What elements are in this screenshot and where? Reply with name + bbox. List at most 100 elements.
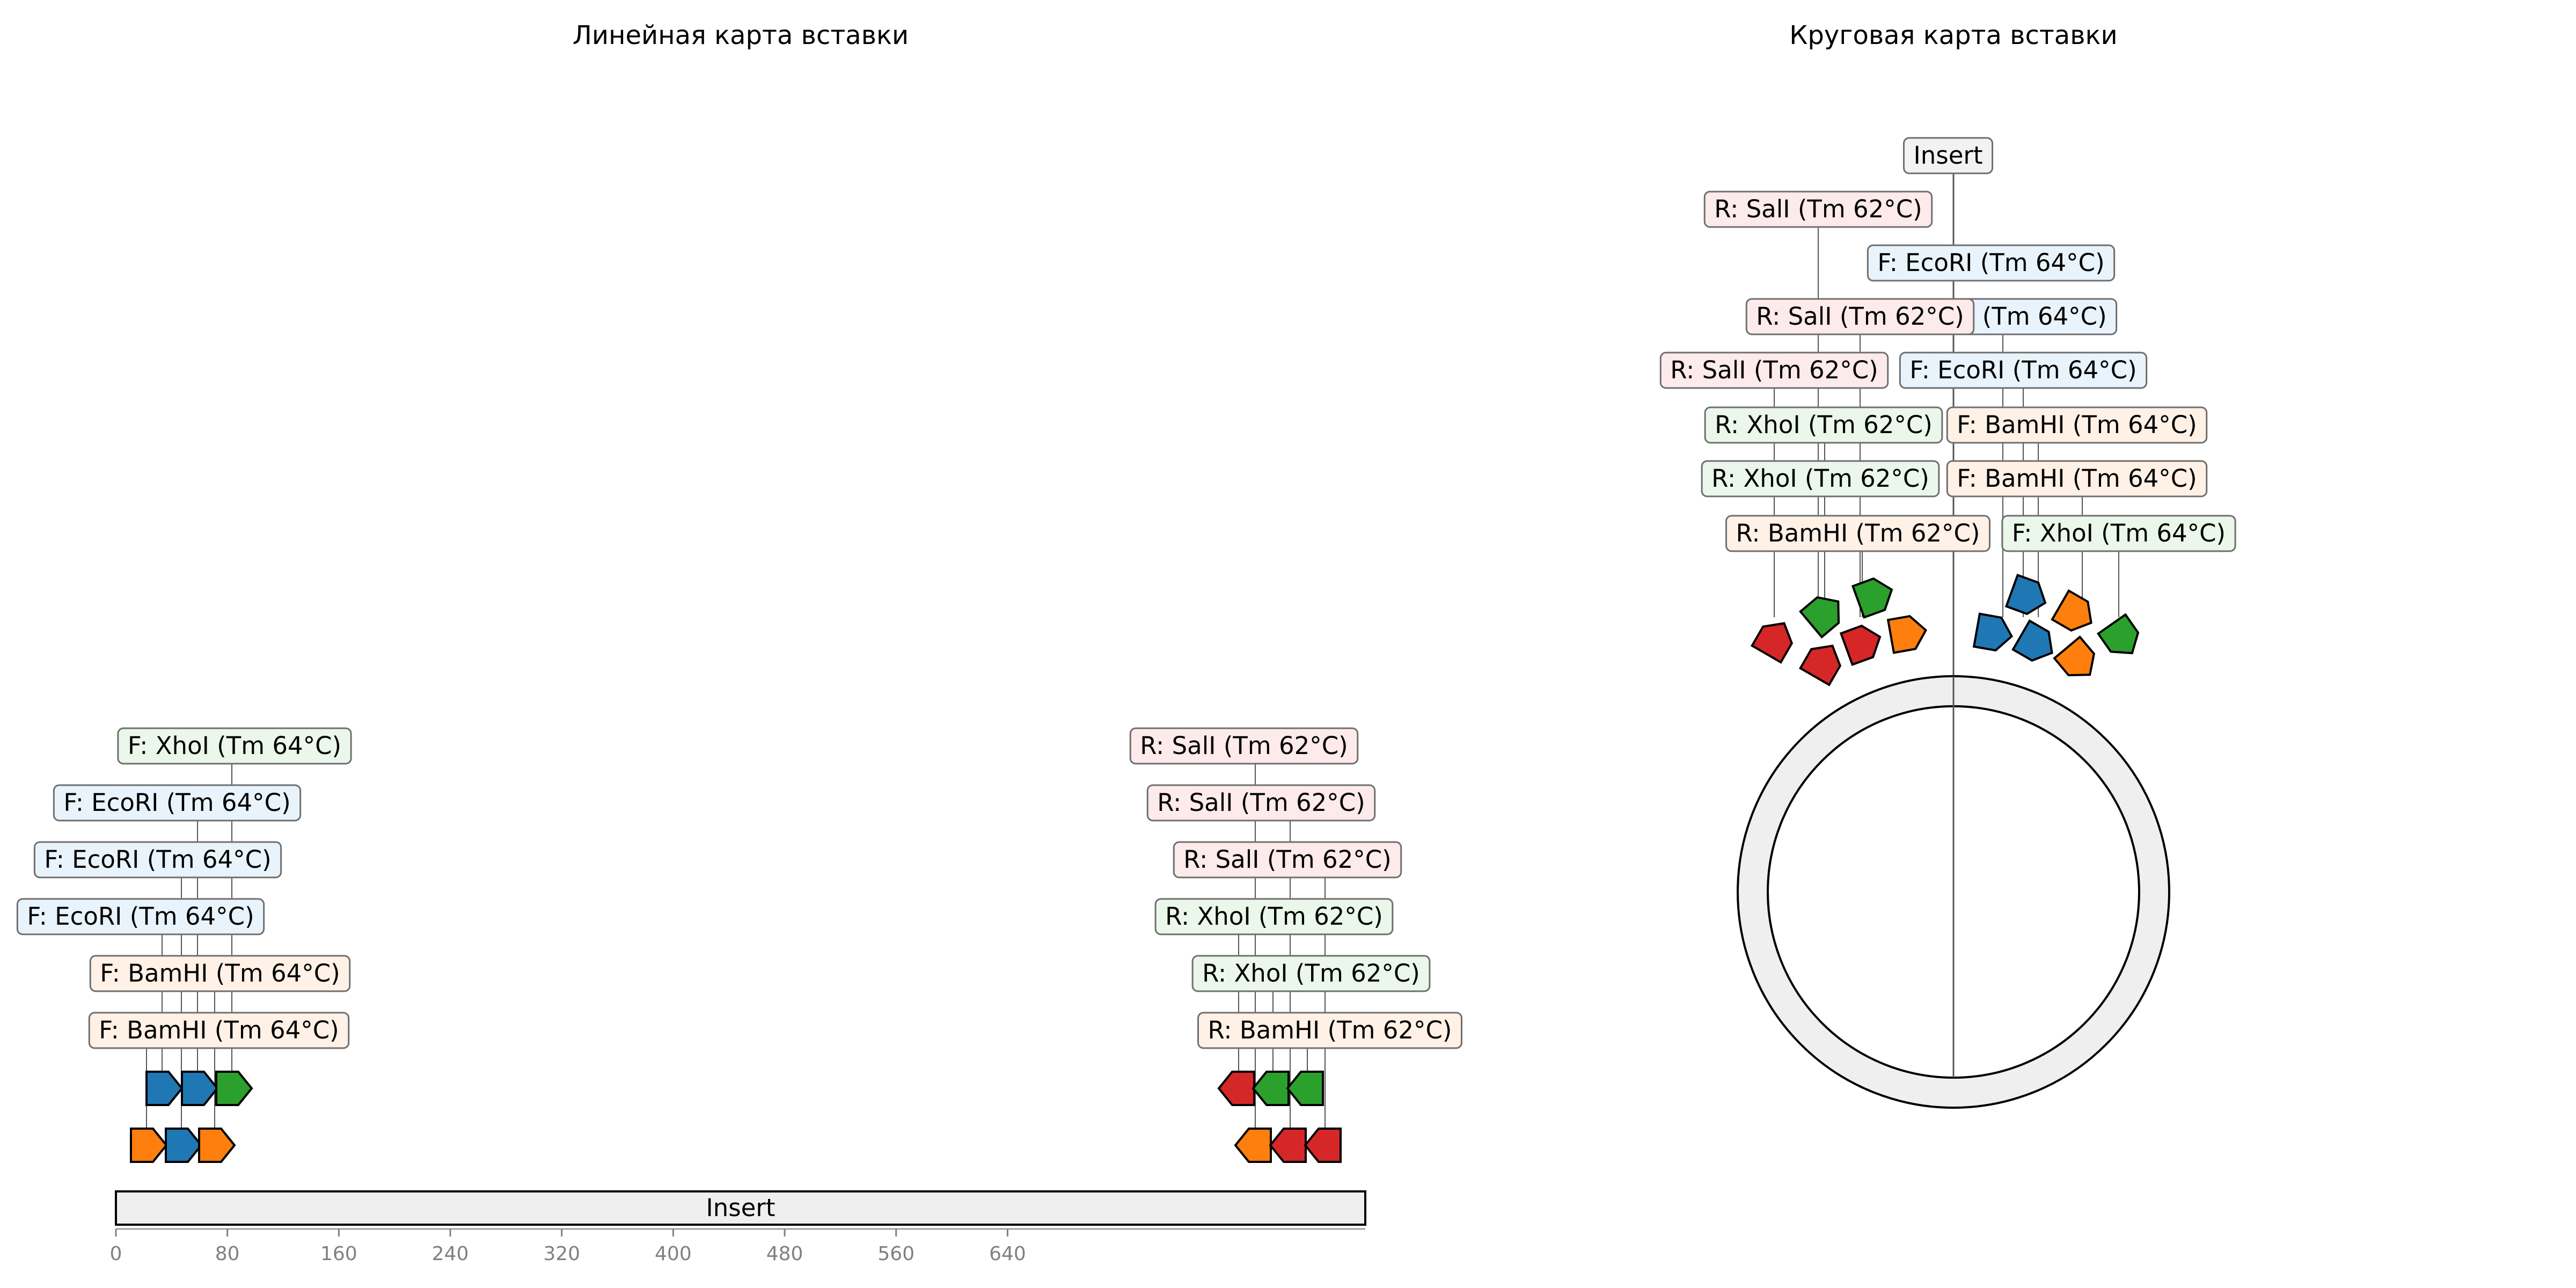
reverse-primer-label-text: R: SalI (Tm 62°C) bbox=[1183, 845, 1392, 874]
reverse-primer-arrow bbox=[1286, 1071, 1324, 1106]
circular-primer-arrow bbox=[1750, 622, 1794, 664]
circular-primer-label-box bbox=[1659, 352, 1889, 389]
circular-map-title: Круговая карта вставки bbox=[1789, 20, 2117, 50]
circular-primer-label: R: XhoI (Tm 62°C) bbox=[1704, 406, 1943, 444]
axis-tick-label: 400 bbox=[655, 1243, 692, 1265]
circular-primer-arrow bbox=[2053, 635, 2096, 677]
forward-primer-label: F: EcoRI (Tm 64°C) bbox=[33, 841, 282, 879]
forward-primer-label-text: F: EcoRI (Tm 64°C) bbox=[44, 845, 271, 874]
reverse-primer-label-box bbox=[1146, 784, 1376, 822]
axis-tick-label: 0 bbox=[110, 1243, 122, 1265]
circular-primer-label: R: SalI (Tm 62°C) bbox=[1703, 191, 1933, 228]
reverse-primer-label-box bbox=[1154, 898, 1394, 935]
reverse-primer-label-box bbox=[1129, 727, 1359, 765]
insert-origin-label-box bbox=[1902, 137, 1994, 174]
circular-primer-label-box bbox=[1899, 352, 2148, 389]
linear-axis: 0 80 160 240 320 400 480 560 640 bbox=[110, 1228, 1365, 1265]
reverse-primer-label: R: SalI (Tm 62°C) bbox=[1173, 841, 1402, 879]
circular-primer-arrow bbox=[1851, 577, 1893, 619]
circular-primer-label-box bbox=[1704, 406, 1943, 444]
circular-primer-label-text: R: SalI (Tm 62°C) bbox=[1714, 195, 1922, 223]
forward-primer-label-box bbox=[89, 955, 351, 992]
circular-primer-label-text: F: EcoRI (Tm 64°C) bbox=[1909, 356, 2136, 384]
forward-primer-arrow bbox=[181, 1071, 219, 1106]
linear-insert-bar: Insert bbox=[115, 1190, 1366, 1226]
reverse-primer-label-text: R: SalI (Tm 62°C) bbox=[1157, 788, 1365, 817]
reverse-primer-label-box bbox=[1197, 1012, 1462, 1049]
circular-primer-arrow bbox=[1798, 596, 1840, 639]
reverse-primer-label: R: SalI (Tm 62°C) bbox=[1129, 727, 1359, 765]
reverse-primer-arrow bbox=[1252, 1071, 1290, 1106]
circular-primer-label: R: XhoI (Tm 62°C) bbox=[1701, 460, 1940, 497]
axis-tick-label: 640 bbox=[989, 1243, 1026, 1265]
insert-bar-label: Insert bbox=[706, 1194, 775, 1222]
circular-primer-label-box bbox=[1946, 406, 2208, 444]
circular-primer-label: F: XhoI (Tm 64°C) bbox=[2001, 515, 2236, 552]
forward-primer-label-text: F: EcoRI (Tm 64°C) bbox=[63, 788, 290, 817]
forward-primer-label: F: BamHI (Tm 64°C) bbox=[88, 1012, 350, 1049]
forward-primer-label-box bbox=[117, 727, 352, 765]
reverse-primer-label-box bbox=[1173, 841, 1402, 879]
forward-primer-label: F: EcoRI (Tm 64°C) bbox=[16, 898, 265, 935]
reverse-primer-label: R: BamHI (Tm 62°C) bbox=[1197, 1012, 1462, 1049]
reverse-primer-arrow bbox=[1304, 1128, 1342, 1163]
reverse-primer-arrow bbox=[1217, 1071, 1255, 1106]
circular-primer-label-box bbox=[1701, 460, 1940, 497]
circular-primer-arrow bbox=[1839, 624, 1882, 666]
forward-primer-arrow bbox=[165, 1128, 203, 1163]
circular-primer-label-box bbox=[1867, 244, 2116, 282]
forward-primer-label: F: EcoRI (Tm 64°C) bbox=[53, 784, 302, 822]
circular-primer-arrow bbox=[2004, 574, 2047, 616]
insert-origin-label: Insert bbox=[1902, 137, 1994, 174]
circular-primer-label-text: R: XhoI (Tm 62°C) bbox=[1715, 411, 1933, 439]
reverse-primer-label-box bbox=[1191, 955, 1431, 992]
circular-primer-arrow bbox=[1886, 614, 1928, 654]
circular-primer-label-box bbox=[1725, 515, 1990, 552]
circular-primer-label-text: F: BamHI (Tm 64°C) bbox=[1957, 411, 2197, 439]
circular-primer-label: R: SalI (Tm 62°C) bbox=[1659, 352, 1889, 389]
circular-primer-arrows bbox=[1750, 574, 2140, 686]
circular-primer-arrow bbox=[2051, 589, 2092, 632]
forward-primer-label-box bbox=[33, 841, 282, 879]
circular-primer-labels: Insert R: SalI (Tm 62°C) F: EcoRI (Tm 64°C… bbox=[1659, 137, 2236, 552]
circular-primer-label: R: BamHI (Tm 62°C) bbox=[1725, 515, 1990, 552]
forward-primer-arrow bbox=[130, 1128, 168, 1163]
forward-primer-arrow bbox=[198, 1128, 236, 1163]
circular-primer-label-text: F: BamHI (Tm 64°C) bbox=[1957, 464, 2197, 493]
linear-primer-labels: F: BamHI (Tm 64°C) F: BamHI (Tm 64°C) F: E… bbox=[16, 727, 1462, 1049]
reverse-primer-label-text: R: XhoI (Tm 62°C) bbox=[1202, 959, 1420, 987]
circular-primer-label-box bbox=[1745, 298, 1975, 335]
circular-primer-label: R: SalI (Tm 62°C) bbox=[1745, 298, 1975, 335]
reverse-primer-label-text: R: BamHI (Tm 62°C) bbox=[1208, 1016, 1452, 1044]
forward-primer-label-box bbox=[16, 898, 265, 935]
axis-tick-label: 80 bbox=[215, 1243, 240, 1265]
linear-map-title: Линейная карта вставки bbox=[573, 20, 909, 50]
linear-primer-arrows bbox=[130, 1071, 1342, 1163]
forward-primer-label: F: BamHI (Tm 64°C) bbox=[89, 955, 351, 992]
forward-primer-arrow bbox=[215, 1071, 253, 1106]
circular-primer-label-text: F: XhoI (Tm 64°C) bbox=[2012, 519, 2226, 547]
circular-primer-label-text: R: BamHI (Tm 62°C) bbox=[1736, 519, 1980, 547]
circular-primer-label-text: F: EcoRI (Tm 64°C) bbox=[1877, 248, 2104, 277]
circular-insert-ring bbox=[1737, 675, 2170, 1109]
circular-primer-arrow bbox=[1972, 612, 2014, 652]
forward-primer-label-text: F: XhoI (Tm 64°C) bbox=[128, 731, 341, 760]
forward-primer-arrow bbox=[145, 1071, 184, 1106]
reverse-primer-label-text: R: SalI (Tm 62°C) bbox=[1140, 731, 1348, 760]
reverse-primer-arrow bbox=[1269, 1128, 1307, 1163]
circular-primer-label: F: BamHI (Tm 64°C) bbox=[1946, 406, 2208, 444]
forward-primer-label-box bbox=[88, 1012, 350, 1049]
linear-leader-lines bbox=[146, 764, 1326, 1145]
reverse-primer-label: R: SalI (Tm 62°C) bbox=[1146, 784, 1376, 822]
circular-primer-arrow bbox=[2096, 613, 2140, 655]
reverse-primer-label: R: XhoI (Tm 62°C) bbox=[1191, 955, 1431, 992]
forward-primer-label-box bbox=[53, 784, 302, 822]
forward-primer-label-text: F: BamHI (Tm 64°C) bbox=[99, 1016, 339, 1044]
axis-tick-label: 320 bbox=[543, 1243, 580, 1265]
circular-primer-label: F: EcoRI (Tm 64°C) bbox=[1867, 244, 2116, 282]
reverse-primer-arrow bbox=[1234, 1128, 1272, 1163]
reverse-primer-label-text: R: XhoI (Tm 62°C) bbox=[1165, 902, 1383, 931]
circular-primer-arrow bbox=[2011, 619, 2053, 662]
circular-primer-label-text: R: SalI (Tm 62°C) bbox=[1670, 356, 1878, 384]
